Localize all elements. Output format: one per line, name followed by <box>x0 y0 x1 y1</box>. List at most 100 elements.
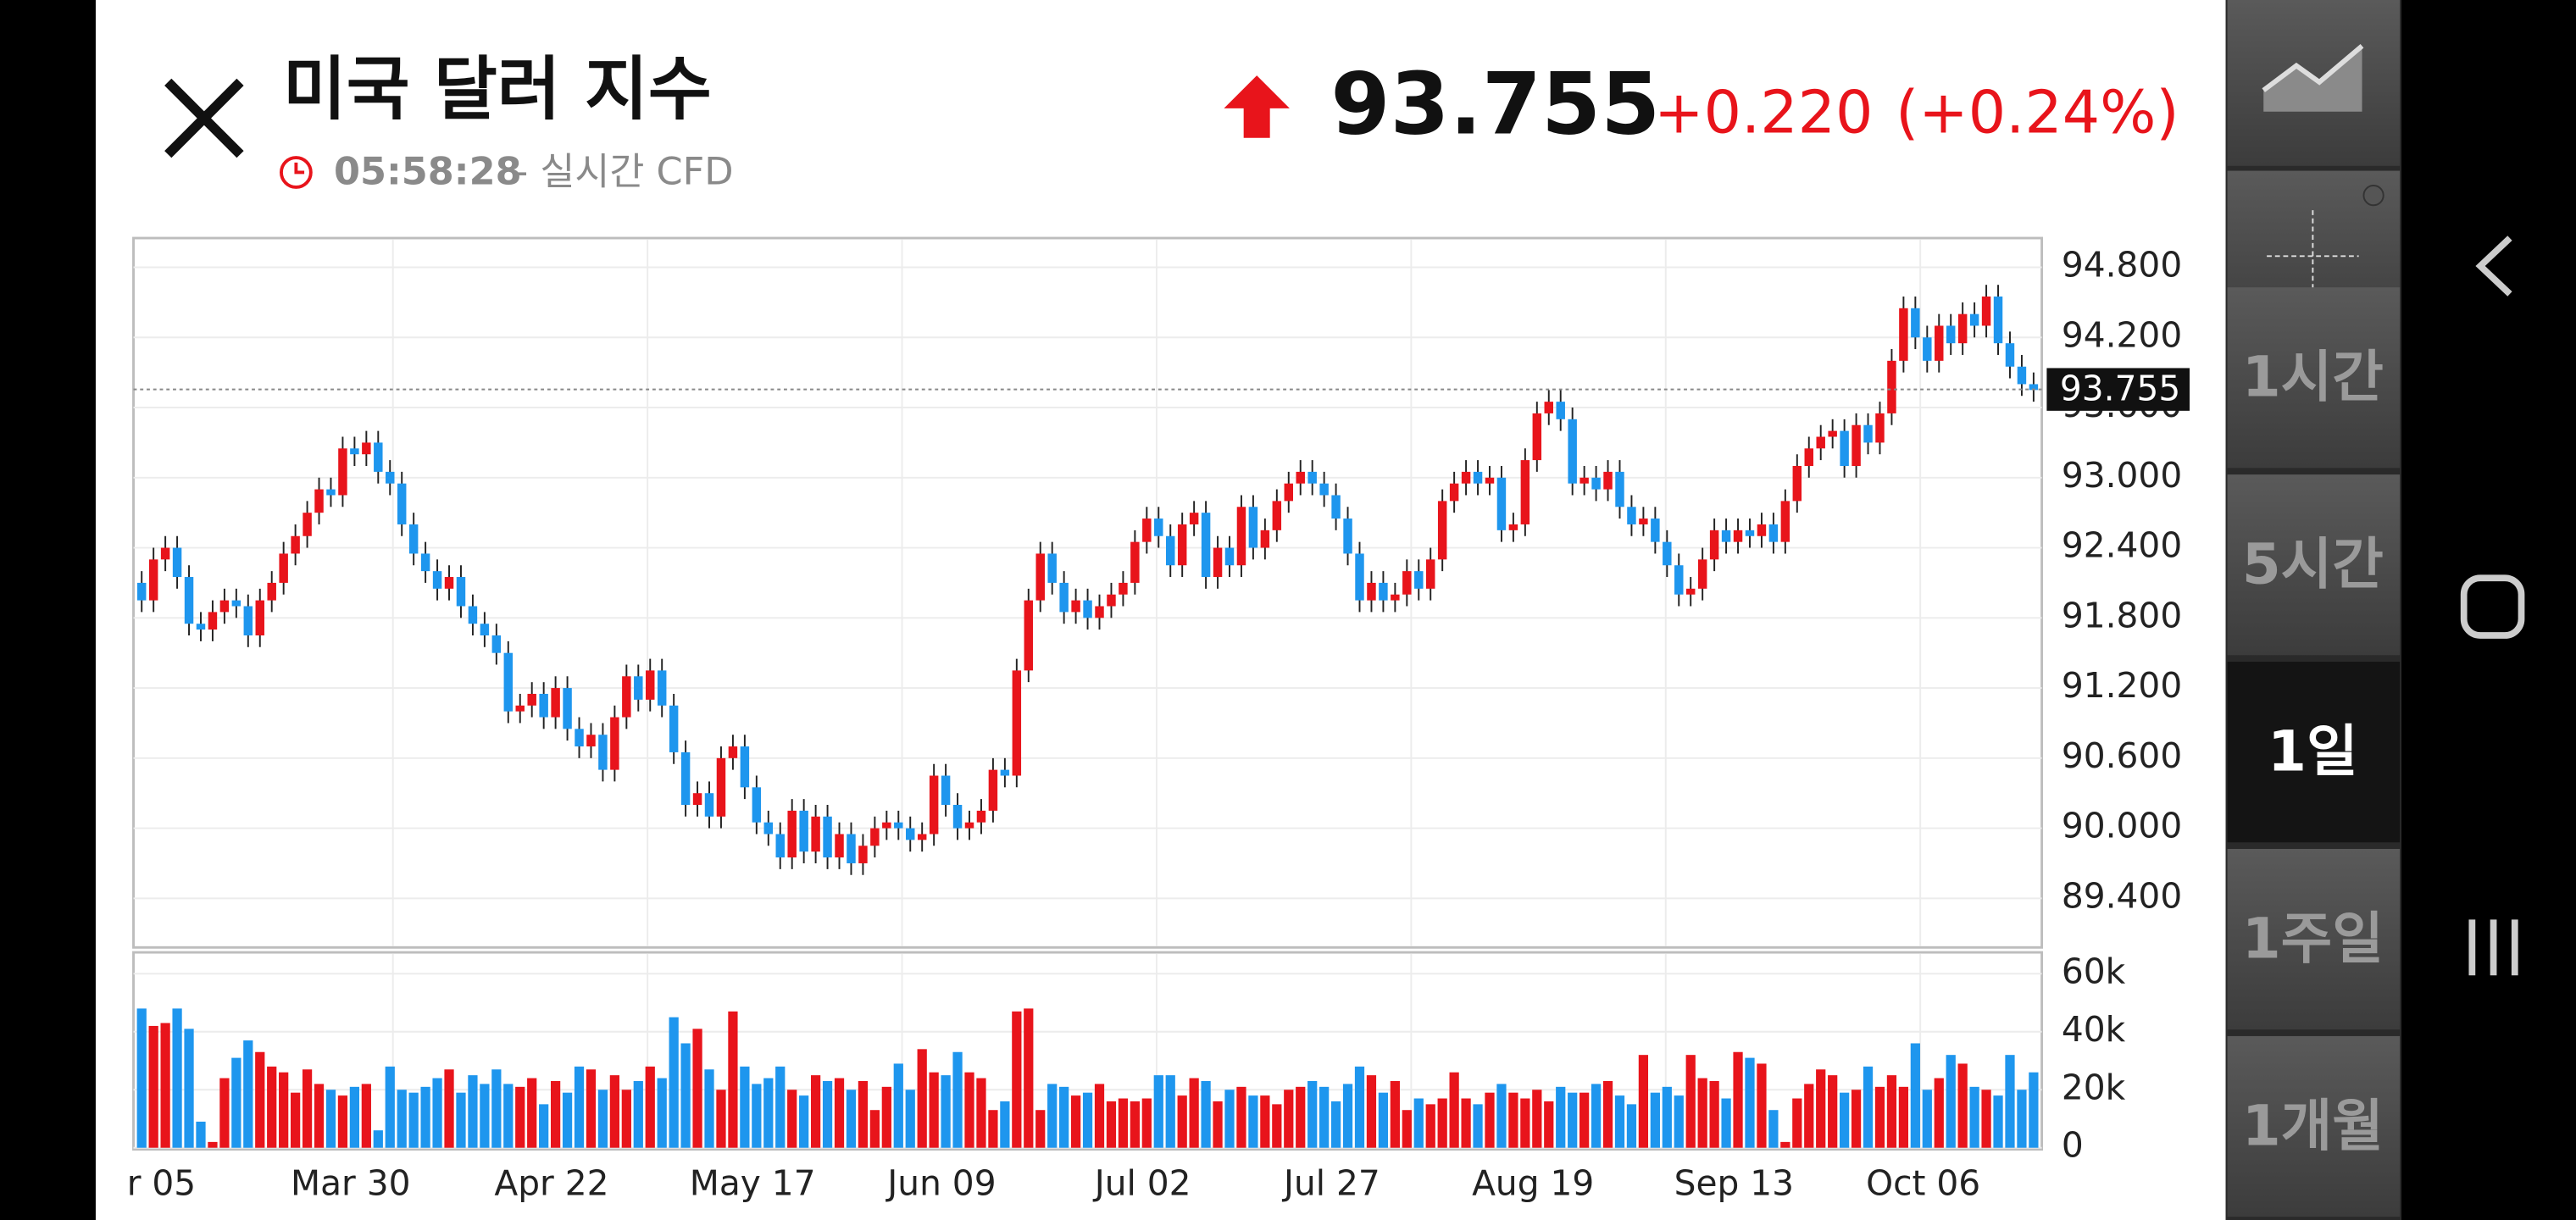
timeframes: 1시간 5시간 1일 1주일 1개월 <box>2227 287 2401 1217</box>
volume-bar <box>1697 1078 1707 1148</box>
tile <box>2227 474 2401 656</box>
volume-bar <box>1260 1095 1270 1148</box>
candle-body <box>480 624 490 635</box>
volume-bar <box>917 1049 927 1148</box>
volume-bar <box>1177 1095 1187 1148</box>
volume-bar <box>1733 1051 1743 1148</box>
candle-body <box>1508 524 1518 530</box>
candle-body <box>952 804 963 829</box>
candle-body <box>1437 501 1447 560</box>
volume-bar <box>633 1080 643 1148</box>
candle-body <box>303 513 312 536</box>
candle-body <box>1177 524 1187 566</box>
volume-bar <box>2005 1055 2015 1148</box>
candle-body <box>1142 518 1152 542</box>
volume-bar <box>491 1069 502 1148</box>
candle-body <box>1685 588 1696 595</box>
x-tick-label: Mar 30 <box>291 1162 410 1203</box>
candle-body <box>1083 600 1092 618</box>
volume-bar <box>456 1092 466 1148</box>
candle-body <box>1579 477 1589 484</box>
volume-bar <box>1082 1092 1093 1148</box>
volume-bar <box>243 1040 253 1148</box>
candle-body <box>870 828 880 846</box>
volume-bar <box>1213 1101 1223 1148</box>
x-tick-label: Oct 06 <box>1866 1162 1980 1203</box>
candle-body <box>1757 524 1767 536</box>
candle-body <box>1224 547 1235 566</box>
candle-body <box>1816 436 1825 449</box>
x-tick-label: Jun 09 <box>885 1162 996 1203</box>
volume-bar <box>597 1090 608 1148</box>
candle-body <box>1166 535 1175 566</box>
volume-bar <box>539 1104 549 1148</box>
candle-body <box>456 577 466 607</box>
volume-bar <box>1874 1086 1885 1148</box>
candle-body <box>1414 571 1424 589</box>
candle-body <box>787 810 797 858</box>
timeframe-button[interactable]: 1시간 <box>2227 287 2401 469</box>
recents-button[interactable] <box>2468 919 2518 976</box>
back-button[interactable] <box>2475 236 2512 297</box>
timeframe-button[interactable]: 1개월 <box>2227 1035 2401 1217</box>
timeframe-button[interactable]: 1일 <box>2227 662 2401 843</box>
volume-bar <box>1201 1080 1211 1148</box>
volume-bar <box>172 1008 182 1148</box>
volume-bar <box>1437 1098 1447 1148</box>
volume-bar <box>929 1072 939 1148</box>
timeframe-button[interactable]: 1주일 <box>2227 848 2401 1030</box>
close-button[interactable] <box>164 78 244 158</box>
volume-bar <box>527 1078 537 1148</box>
candle-body <box>350 448 359 455</box>
candle-body <box>539 693 548 718</box>
candle-body <box>503 652 514 712</box>
volume-bar <box>1130 1101 1140 1148</box>
candle-body <box>515 705 525 712</box>
volume-bar <box>515 1086 525 1148</box>
volume-bar <box>1330 1101 1341 1148</box>
volume-tick-label: 0 <box>2062 1125 2084 1166</box>
candle-body <box>1651 518 1660 542</box>
volume-bar <box>1993 1095 2003 1148</box>
home-button[interactable] <box>2460 574 2525 639</box>
volume-bar <box>503 1084 514 1148</box>
volume-bar <box>1070 1095 1081 1148</box>
candle-body <box>728 746 738 758</box>
volume-bar <box>1792 1098 1802 1148</box>
candle-body <box>894 822 903 829</box>
candle-body <box>1473 471 1483 484</box>
candle-body <box>716 757 726 817</box>
y-tick-label: 92.400 <box>2062 525 2182 566</box>
chart-type-button[interactable] <box>2227 0 2401 166</box>
volume-bar <box>1059 1086 1069 1148</box>
volume-bar <box>1591 1084 1602 1148</box>
candle-body <box>326 489 336 496</box>
candle-body <box>1780 501 1790 542</box>
volume-bar <box>1614 1095 1625 1148</box>
timeframe-button[interactable]: 5시간 <box>2227 474 2401 656</box>
timeframe-label: 5시간 <box>2242 532 2384 597</box>
candle-body <box>1331 495 1341 519</box>
volume-bar <box>302 1069 313 1148</box>
candle-body <box>563 688 572 729</box>
volume-bar <box>279 1072 289 1148</box>
candle-body <box>1923 337 1932 361</box>
candle-body <box>929 775 939 835</box>
indicator-dot <box>2362 185 2384 207</box>
candle-body <box>1000 769 1010 776</box>
volume-bar <box>881 1086 891 1148</box>
volume-bar <box>1981 1090 1991 1148</box>
candle-body <box>917 834 927 840</box>
candle-body <box>634 676 643 700</box>
candle-body <box>1733 530 1743 542</box>
candle-body <box>1663 541 1672 566</box>
candle-body <box>1993 296 2003 344</box>
candle-body <box>314 489 324 513</box>
candle-body <box>1556 402 1565 419</box>
candle-body <box>704 793 714 817</box>
volume-bar <box>692 1029 702 1148</box>
volume-bar <box>716 1090 726 1148</box>
candle-body <box>1615 471 1624 507</box>
